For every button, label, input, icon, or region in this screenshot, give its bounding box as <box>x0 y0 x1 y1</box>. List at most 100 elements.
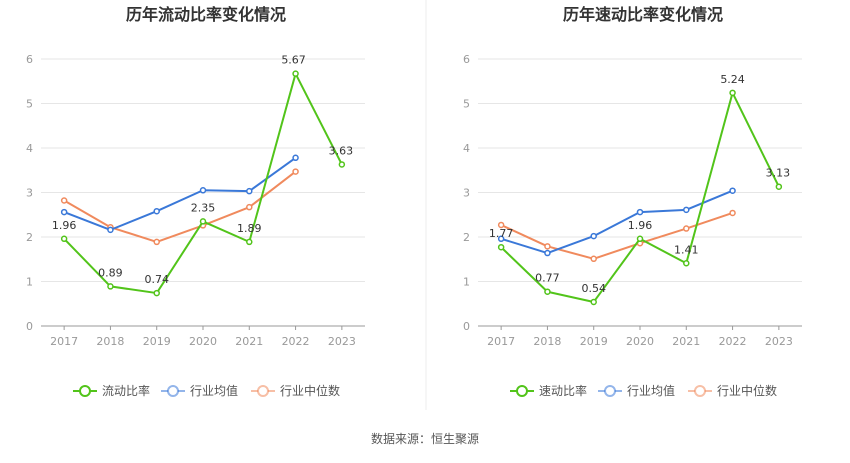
chart-title: 历年流动比率变化情况 <box>126 5 286 24</box>
x-tick-label: 2022 <box>719 335 747 348</box>
data-point <box>497 235 505 243</box>
series-line-2 <box>500 189 733 255</box>
y-tick-label: 3 <box>26 187 33 200</box>
legend-label: 速动比率 <box>539 383 587 398</box>
data-point <box>246 203 253 211</box>
x-tick-label: 2017 <box>50 335 78 348</box>
data-point <box>590 255 597 263</box>
data-point <box>60 235 68 243</box>
data-point <box>292 154 299 162</box>
y-tick-label: 4 <box>463 142 470 155</box>
data-point <box>729 89 736 97</box>
y-tick-label: 4 <box>26 142 33 155</box>
legend-label: 流动比率 <box>102 383 150 398</box>
series-line-3 <box>63 170 297 243</box>
data-point <box>153 238 160 246</box>
data-label: 1.41 <box>674 243 699 256</box>
data-point <box>60 197 68 204</box>
y-tick-label: 0 <box>26 320 33 333</box>
legend-item-3[interactable]: 行业中位数 <box>688 383 777 398</box>
data-label: 0.74 <box>144 273 169 286</box>
x-tick-label: 2022 <box>282 335 310 348</box>
y-tick-label: 3 <box>463 187 470 200</box>
legend-marker-icon <box>604 385 616 397</box>
legend-item-2[interactable]: 行业均值 <box>161 383 238 398</box>
data-point <box>292 168 299 175</box>
x-tick-label: 2023 <box>328 335 356 348</box>
x-tick-label: 2019 <box>143 335 171 348</box>
data-point <box>246 238 253 246</box>
data-point <box>590 232 597 240</box>
source-note: 数据来源：恒生聚源 <box>371 431 479 446</box>
data-point <box>246 187 253 195</box>
y-tick-label: 5 <box>26 98 33 111</box>
data-label: 2.35 <box>191 201 216 214</box>
data-point <box>683 206 690 214</box>
y-tick-label: 6 <box>26 53 33 66</box>
chart-panel-1: 历年流动比率变化情况 0 1 2 3 4 5 6 2017 2018 2019 2020 2021 202… <box>26 5 365 398</box>
legend-item-1[interactable]: 速动比率 <box>510 383 587 398</box>
data-point <box>683 225 690 232</box>
data-point <box>292 70 299 77</box>
legend-marker-icon <box>167 385 179 397</box>
data-point <box>636 235 644 243</box>
legend-label: 行业中位数 <box>717 383 777 398</box>
data-point <box>775 183 783 190</box>
y-tick-label: 1 <box>26 276 33 289</box>
legend-item-1[interactable]: 流动比率 <box>73 383 150 398</box>
data-label: 1.96 <box>52 219 77 232</box>
legend-marker-icon <box>516 385 528 397</box>
legend-marker-icon <box>694 385 706 397</box>
data-label: 5.67 <box>281 54 306 67</box>
data-label: 0.89 <box>98 266 123 279</box>
data-point <box>60 208 68 216</box>
y-tick-label: 1 <box>463 276 470 289</box>
data-point <box>107 283 114 290</box>
series-line-1 <box>500 91 780 303</box>
data-point <box>544 249 551 257</box>
x-tick-label: 2018 <box>96 335 124 348</box>
series-line-2 <box>63 156 297 231</box>
data-point <box>544 288 551 295</box>
x-tick-label: 2023 <box>765 335 793 348</box>
data-point <box>729 209 736 217</box>
data-label: 0.54 <box>581 282 606 295</box>
data-label: 1.77 <box>489 227 514 240</box>
data-point <box>636 208 644 216</box>
chart-title: 历年速动比率变化情况 <box>563 5 723 24</box>
data-point <box>683 260 690 267</box>
legend-item-3[interactable]: 行业中位数 <box>251 383 340 398</box>
legend-marker-icon <box>79 385 91 397</box>
legend-label: 行业均值 <box>627 383 675 398</box>
y-tick-label: 0 <box>463 320 470 333</box>
data-label: 1.89 <box>237 222 262 235</box>
chart-panel-2: 历年速动比率变化情况 0 1 2 3 4 5 6 2017 2018 2019 2020 2021 202… <box>463 5 802 398</box>
data-point <box>199 187 207 194</box>
data-point <box>729 187 736 194</box>
data-point <box>153 207 160 215</box>
data-label: 1.96 <box>628 219 653 232</box>
data-point <box>497 243 505 251</box>
data-label: 5.24 <box>720 73 745 86</box>
data-point <box>338 161 346 168</box>
y-tick-label: 2 <box>463 231 470 244</box>
data-point <box>544 243 551 250</box>
legend-label: 行业均值 <box>190 383 238 398</box>
data-point <box>153 289 160 297</box>
legend-marker-icon <box>257 385 269 397</box>
series-line-3 <box>500 212 733 260</box>
x-tick-label: 2020 <box>189 335 217 348</box>
data-point <box>199 218 207 225</box>
legend-item-2[interactable]: 行业均值 <box>598 383 675 398</box>
y-tick-label: 6 <box>463 53 470 66</box>
x-tick-label: 2017 <box>487 335 515 348</box>
data-label: 3.13 <box>766 167 791 180</box>
data-point <box>107 226 114 234</box>
data-point <box>590 298 597 306</box>
y-tick-label: 5 <box>463 98 470 111</box>
x-tick-label: 2018 <box>533 335 561 348</box>
series-line-1 <box>63 72 343 295</box>
legend-label: 行业中位数 <box>280 383 340 398</box>
